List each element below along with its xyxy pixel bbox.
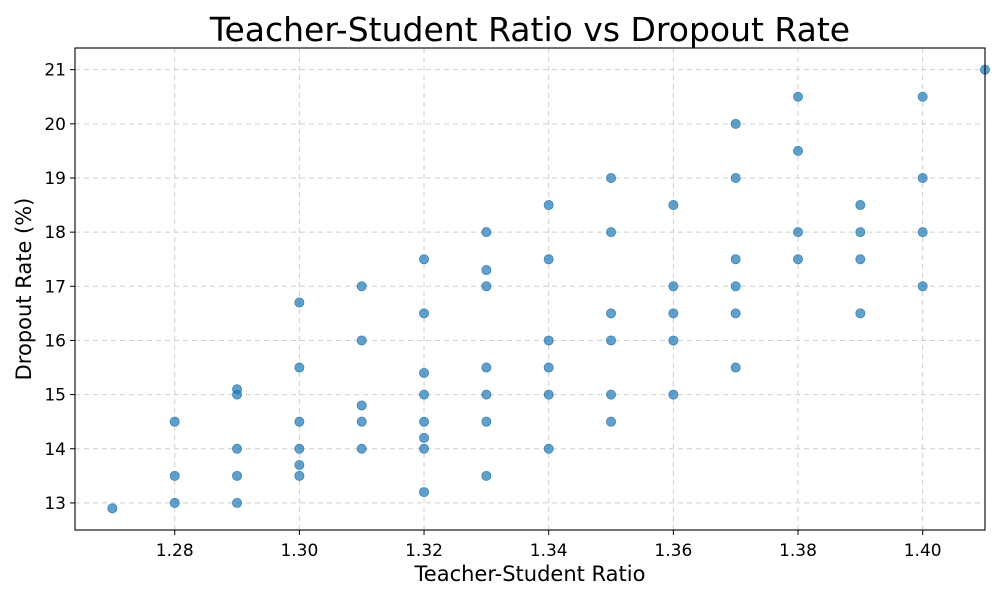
x-tick-label: 1.30: [280, 541, 318, 561]
data-point: [481, 389, 492, 400]
x-tick-label: 1.28: [156, 541, 194, 561]
data-point: [543, 443, 554, 454]
data-point: [232, 384, 243, 395]
y-tick-label: 15: [44, 386, 66, 406]
data-point: [606, 335, 617, 346]
x-axis-label: Teacher-Student Ratio: [414, 562, 646, 586]
data-point: [917, 281, 928, 292]
data-point: [793, 227, 804, 238]
data-point: [668, 308, 679, 319]
data-point: [730, 281, 741, 292]
data-point: [419, 389, 430, 400]
data-point: [606, 416, 617, 427]
data-point: [730, 118, 741, 129]
data-point: [793, 254, 804, 265]
data-point: [107, 503, 118, 514]
ticks-layer: 1.28 1.30 1.32 1.34 1.36 1.38 1.40 13 14 15 16 17 18…: [44, 61, 941, 561]
y-tick-label: 13: [44, 494, 66, 514]
data-point: [543, 389, 554, 400]
data-point: [294, 443, 305, 454]
x-tick-label: 1.40: [904, 541, 942, 561]
data-point: [481, 281, 492, 292]
data-point: [169, 497, 180, 508]
data-point: [730, 172, 741, 183]
plot-frame: [74, 47, 986, 531]
data-point: [356, 400, 367, 411]
data-point: [169, 470, 180, 481]
data-point: [543, 362, 554, 373]
data-point: [606, 227, 617, 238]
data-point: [668, 335, 679, 346]
x-tick-label: 1.34: [530, 541, 568, 561]
data-point: [232, 443, 243, 454]
data-point: [419, 367, 430, 378]
chart-title: Teacher-Student Ratio vs Dropout Rate: [209, 10, 850, 49]
y-tick-label: 16: [44, 331, 66, 351]
data-point: [481, 362, 492, 373]
data-point: [543, 335, 554, 346]
data-point: [419, 443, 430, 454]
y-tick-label: 21: [44, 61, 66, 81]
data-point: [356, 281, 367, 292]
data-point: [419, 487, 430, 498]
data-point: [294, 416, 305, 427]
data-point: [855, 227, 866, 238]
data-point: [481, 265, 492, 276]
data-point: [481, 470, 492, 481]
y-tick-label: 19: [44, 169, 66, 189]
data-point: [606, 172, 617, 183]
data-point: [730, 362, 741, 373]
x-tick-label: 1.38: [779, 541, 817, 561]
data-point: [855, 308, 866, 319]
points-layer: [107, 64, 991, 514]
data-point: [668, 281, 679, 292]
x-tick-label: 1.32: [405, 541, 443, 561]
data-point: [481, 227, 492, 238]
data-point: [232, 497, 243, 508]
data-point: [543, 254, 554, 265]
data-point: [668, 200, 679, 211]
data-point: [232, 470, 243, 481]
data-point: [356, 335, 367, 346]
data-point: [294, 362, 305, 373]
data-point: [730, 254, 741, 265]
data-point: [917, 227, 928, 238]
data-point: [543, 200, 554, 211]
data-point: [917, 172, 928, 183]
data-point: [606, 389, 617, 400]
x-tick-label: 1.36: [654, 541, 692, 561]
data-point: [294, 460, 305, 471]
data-point: [606, 308, 617, 319]
data-point: [668, 389, 679, 400]
data-point: [917, 91, 928, 102]
data-point: [294, 297, 305, 308]
y-tick-label: 20: [44, 115, 66, 135]
y-tick-label: 14: [44, 440, 66, 460]
y-axis-label: Dropout Rate (%): [12, 198, 36, 381]
data-point: [730, 308, 741, 319]
data-point: [481, 416, 492, 427]
y-tick-label: 17: [44, 277, 66, 297]
data-point: [419, 308, 430, 319]
data-point: [793, 91, 804, 102]
data-point: [169, 416, 180, 427]
data-point: [855, 254, 866, 265]
data-point: [793, 145, 804, 156]
data-point: [356, 416, 367, 427]
data-point: [294, 470, 305, 481]
data-point: [855, 200, 866, 211]
data-point: [419, 432, 430, 443]
y-tick-label: 18: [44, 223, 66, 243]
data-point: [419, 416, 430, 427]
grid-layer: [75, 48, 985, 530]
data-point: [356, 443, 367, 454]
data-point: [419, 254, 430, 265]
